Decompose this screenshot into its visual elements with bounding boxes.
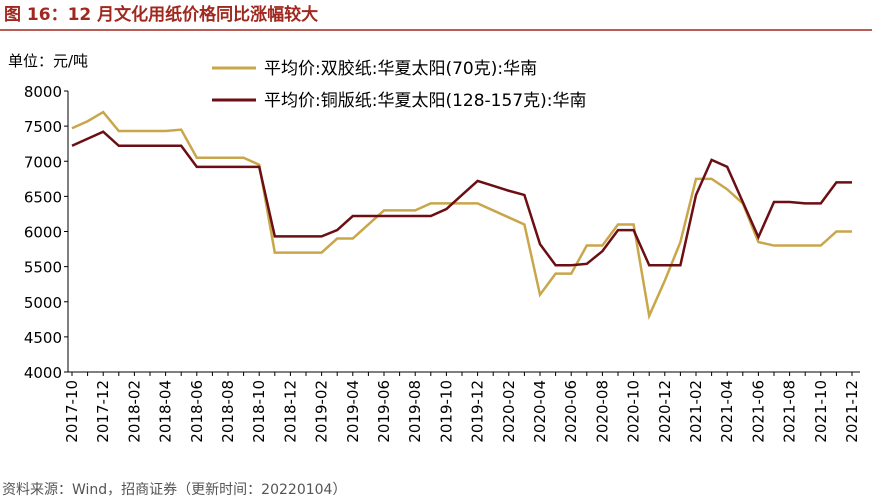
x-tick-label: 2020-08 (593, 380, 611, 443)
legend-label: 平均价:双胶纸:华夏太阳(70克):华南 (264, 59, 537, 79)
x-tick-label: 2018-06 (188, 380, 206, 443)
x-tick-label: 2018-10 (250, 380, 268, 443)
x-tick-label: 2017-12 (94, 380, 112, 443)
x-tick-label: 2019-12 (469, 380, 487, 443)
x-tick-label: 2021-04 (718, 380, 736, 443)
x-tick-label: 2021-12 (843, 380, 861, 443)
x-tick-label: 2019-02 (313, 380, 331, 443)
y-axis-label: 单位：元/吨 (8, 52, 88, 70)
y-tick-label: 4500 (24, 329, 62, 347)
y-tick-label: 6500 (24, 188, 62, 206)
x-tick-label: 2019-04 (344, 380, 362, 443)
legend-label: 平均价:铜版纸:华夏太阳(128-157克):华南 (264, 91, 586, 111)
x-tick-label: 2021-10 (812, 380, 830, 443)
y-tick-label: 4000 (24, 364, 62, 382)
y-tick-label: 7000 (24, 153, 62, 171)
x-tick-label: 2018-08 (219, 380, 237, 443)
x-tick-label: 2020-10 (625, 380, 643, 443)
y-tick-label: 5500 (24, 259, 62, 277)
y-tick-label: 6000 (24, 224, 62, 242)
series-line (71, 130, 852, 267)
y-tick-label: 7500 (24, 118, 62, 136)
x-tick-label: 2019-06 (375, 380, 393, 443)
x-tick-label: 2019-10 (437, 380, 455, 443)
x-tick-label: 2018-04 (157, 380, 175, 443)
series-line (71, 110, 852, 321)
x-tick-label: 2020-04 (531, 380, 549, 443)
x-tick-label: 2021-02 (687, 380, 705, 443)
x-tick-label: 2020-06 (562, 380, 580, 443)
x-tick-label: 2018-12 (281, 380, 299, 443)
x-tick-label: 2017-10 (63, 380, 81, 443)
y-tick-label: 5000 (24, 294, 62, 312)
x-tick-label: 2019-08 (406, 380, 424, 443)
chart-title: 图 16：12 月文化用纸价格同比涨幅较大 (4, 4, 318, 25)
x-tick-label: 2020-02 (500, 380, 518, 443)
source: 资料来源：Wind，招商证券（更新时间：20220104） (2, 482, 346, 498)
x-tick-label: 2021-08 (781, 380, 799, 443)
y-tick-label: 8000 (24, 83, 62, 101)
x-tick-label: 2018-02 (125, 380, 143, 443)
x-tick-label: 2020-12 (656, 380, 674, 443)
x-tick-label: 2021-06 (749, 380, 767, 443)
